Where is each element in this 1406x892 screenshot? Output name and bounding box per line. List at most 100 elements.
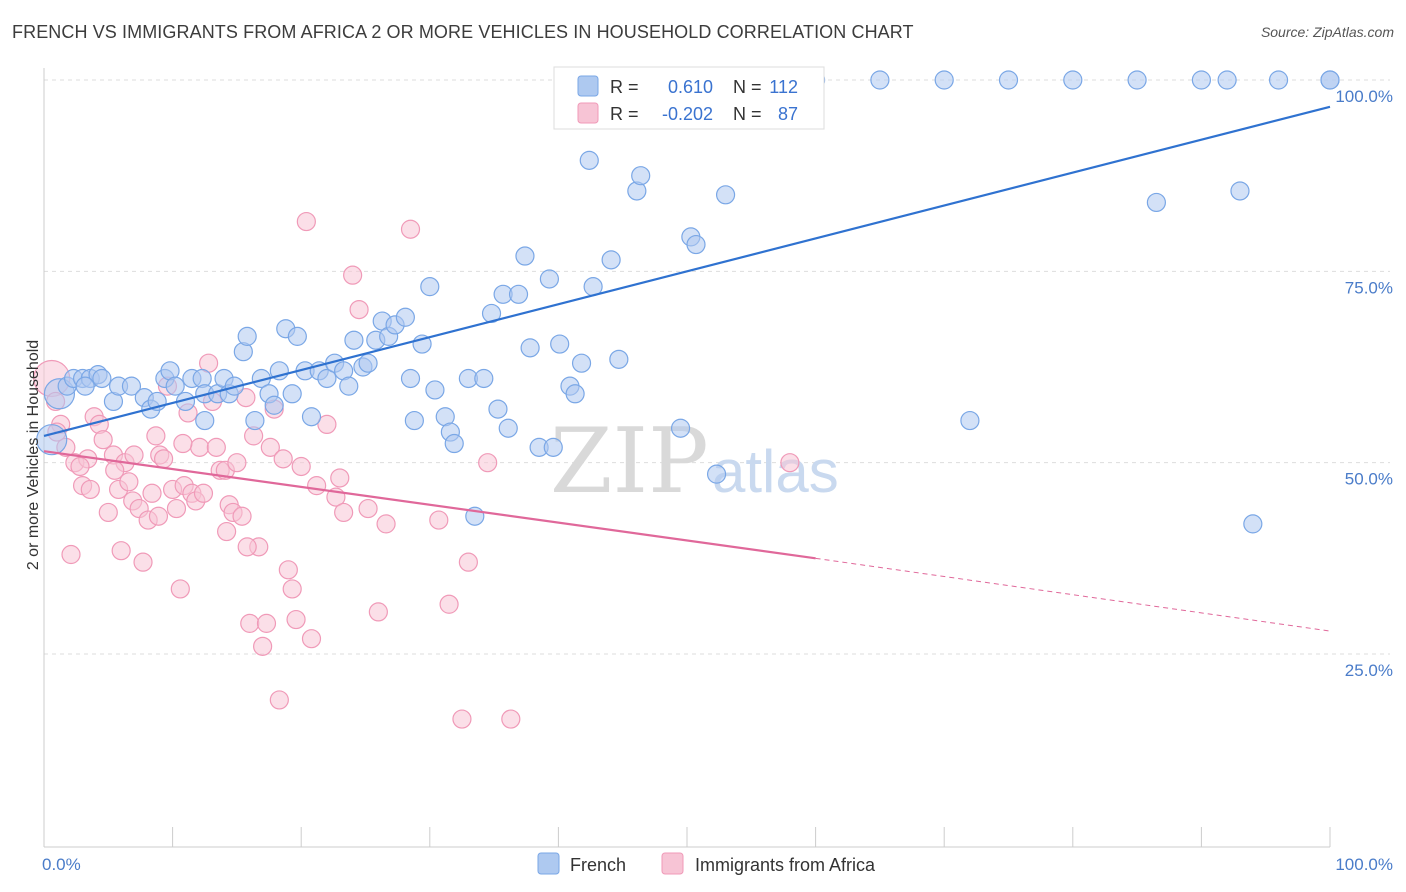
africa-point bbox=[119, 472, 139, 492]
y-axis-label: 2 or more Vehicles in Household bbox=[25, 340, 42, 570]
french-point bbox=[1217, 70, 1237, 90]
africa-point bbox=[358, 498, 378, 519]
french-point bbox=[121, 376, 142, 396]
africa-point bbox=[260, 437, 280, 457]
x-tick-labels: 0.0% 100.0% bbox=[42, 855, 1393, 874]
french-point bbox=[498, 418, 518, 438]
trend-lines bbox=[43, 105, 1331, 632]
africa-point bbox=[780, 453, 800, 473]
x-tick-label-min: 0.0% bbox=[42, 855, 81, 874]
africa-trend-extension bbox=[815, 557, 1331, 632]
french-point bbox=[92, 368, 112, 389]
legend-n-value-french: 112 bbox=[769, 77, 798, 97]
africa-point bbox=[273, 449, 293, 469]
africa-point bbox=[237, 537, 257, 557]
africa-point bbox=[330, 468, 350, 488]
french-point bbox=[344, 330, 364, 350]
bottom-legend-swatch-africa bbox=[661, 852, 684, 875]
bottom-legend-swatch-french bbox=[537, 852, 560, 875]
africa-point bbox=[227, 453, 247, 473]
legend-n-label-africa: N = bbox=[733, 104, 762, 124]
africa-point bbox=[301, 629, 322, 649]
africa-point bbox=[501, 709, 521, 729]
africa-point bbox=[111, 541, 131, 561]
africa-point bbox=[269, 690, 289, 710]
y-tick-label: 25.0% bbox=[1345, 661, 1393, 680]
french-point bbox=[686, 234, 706, 255]
french-point bbox=[245, 410, 265, 431]
french-point bbox=[1320, 70, 1340, 90]
french-point bbox=[601, 250, 621, 270]
french-point bbox=[1268, 70, 1289, 90]
legend-n-value-africa: 87 bbox=[778, 104, 798, 124]
africa-point bbox=[282, 579, 302, 599]
french-point bbox=[444, 433, 464, 454]
africa-point bbox=[256, 613, 277, 633]
africa-point bbox=[478, 453, 498, 473]
africa-point bbox=[296, 211, 316, 232]
french-point bbox=[960, 410, 980, 431]
french-point bbox=[565, 384, 585, 404]
africa-point bbox=[232, 506, 252, 526]
french-point bbox=[870, 70, 890, 90]
watermark-atlas: atlas bbox=[712, 438, 839, 505]
french-point bbox=[571, 353, 592, 373]
french-point bbox=[550, 334, 570, 354]
africa-point bbox=[278, 560, 298, 580]
africa-point bbox=[70, 456, 90, 477]
africa-point bbox=[142, 483, 162, 503]
french-point bbox=[670, 418, 691, 438]
africa-point bbox=[173, 433, 193, 454]
africa-point bbox=[334, 502, 354, 523]
french-point bbox=[539, 269, 559, 289]
french-trend-line bbox=[43, 105, 1331, 437]
french-series-points bbox=[36, 70, 1340, 534]
africa-point bbox=[148, 506, 169, 526]
africa-point bbox=[133, 552, 153, 572]
french-point bbox=[317, 368, 337, 389]
french-point bbox=[520, 338, 540, 358]
chart-title: FRENCH VS IMMIGRANTS FROM AFRICA 2 OR MO… bbox=[12, 22, 914, 42]
french-point bbox=[631, 166, 651, 186]
french-point bbox=[1191, 70, 1212, 90]
french-point bbox=[488, 399, 508, 419]
africa-point bbox=[170, 579, 190, 599]
africa-point bbox=[317, 414, 337, 434]
africa-point bbox=[429, 510, 449, 530]
french-point bbox=[543, 437, 563, 457]
y-tick-labels: 25.0% 50.0% 75.0% 100.0% bbox=[1335, 87, 1393, 680]
french-point bbox=[395, 307, 415, 327]
french-point bbox=[301, 407, 322, 427]
africa-point bbox=[190, 437, 210, 457]
grid-lines bbox=[44, 79, 1390, 655]
french-point bbox=[287, 326, 307, 346]
french-point bbox=[195, 410, 215, 431]
y-tick-label: 100.0% bbox=[1335, 87, 1393, 106]
africa-point bbox=[217, 521, 237, 542]
africa-point bbox=[376, 514, 396, 534]
legend: R = 0.610 N = 112 R = -0.202 N = 87 bbox=[553, 66, 825, 130]
y-tick-label: 75.0% bbox=[1345, 278, 1393, 297]
africa-point bbox=[61, 544, 81, 565]
africa-point bbox=[307, 476, 327, 496]
africa-point bbox=[93, 430, 113, 450]
africa-point bbox=[400, 219, 421, 239]
french-point bbox=[400, 368, 421, 389]
africa-point bbox=[253, 636, 273, 656]
french-point bbox=[1243, 514, 1263, 534]
legend-swatch-french bbox=[577, 75, 599, 97]
africa-point bbox=[458, 552, 478, 572]
africa-point bbox=[240, 613, 260, 633]
french-point bbox=[579, 150, 599, 170]
french-point bbox=[1230, 181, 1250, 201]
bottom-legend-africa: Immigrants from Africa bbox=[695, 855, 876, 875]
french-point bbox=[934, 70, 954, 90]
bottom-legend: French Immigrants from Africa bbox=[537, 852, 876, 875]
legend-swatch-africa bbox=[577, 102, 599, 124]
french-point bbox=[715, 185, 736, 205]
africa-point bbox=[286, 609, 306, 630]
africa-point bbox=[146, 426, 166, 446]
africa-point bbox=[452, 709, 472, 729]
africa-point bbox=[98, 502, 118, 523]
